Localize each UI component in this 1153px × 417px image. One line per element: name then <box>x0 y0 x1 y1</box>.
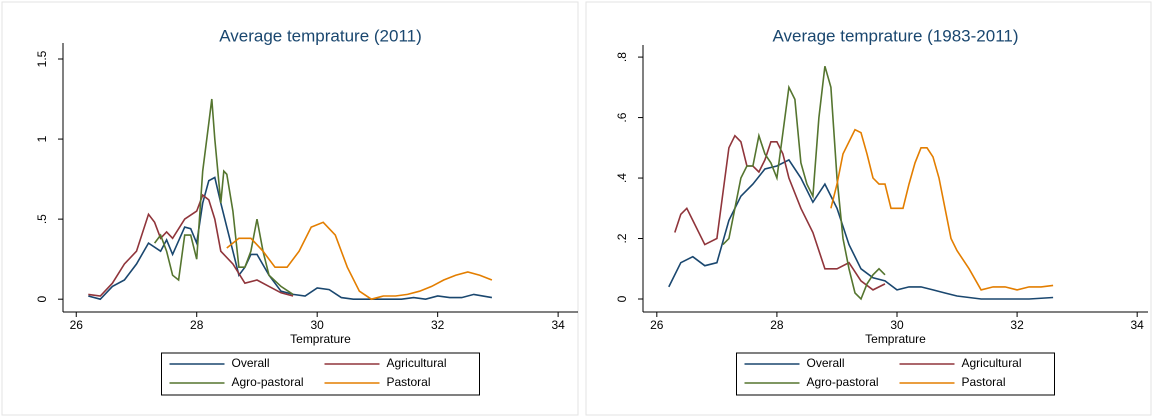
y-tick-label: 0 <box>615 295 629 302</box>
legend-label: Agro-pastoral <box>807 375 879 389</box>
x-axis-label: Temprature <box>865 332 926 346</box>
x-tick-label: 28 <box>770 318 784 332</box>
legend-box <box>736 352 1055 396</box>
line-series <box>153 98 294 296</box>
x-tick-label: 34 <box>1131 318 1145 332</box>
y-tick-label: 1 <box>35 135 49 142</box>
panel <box>585 1 1152 416</box>
line-series <box>722 65 886 301</box>
legend-box <box>161 352 480 396</box>
y-tick-label: .8 <box>615 52 629 62</box>
line-series <box>668 158 1054 300</box>
x-tick-label: 26 <box>70 318 84 332</box>
line-series <box>830 128 1054 291</box>
legend-label: Pastoral <box>387 375 431 389</box>
y-tick-label: .4 <box>615 173 629 183</box>
legend-label: Overall <box>807 356 845 370</box>
legend-label: Overall <box>232 356 270 370</box>
legend-label: Agricultural <box>387 356 447 370</box>
x-tick-label: 28 <box>190 318 204 332</box>
y-tick-label: 1.5 <box>35 50 49 67</box>
x-tick-label: 34 <box>551 318 565 332</box>
legend-label: Agro-pastoral <box>232 375 304 389</box>
x-tick-label: 26 <box>650 318 664 332</box>
legend-label: Pastoral <box>962 375 1006 389</box>
x-tick-label: 32 <box>1010 318 1024 332</box>
y-tick-label: .6 <box>615 112 629 122</box>
y-tick-label: .2 <box>615 233 629 243</box>
x-tick-label: 30 <box>890 318 904 332</box>
y-tick-label: 0 <box>35 296 49 303</box>
x-axis-label: Temprature <box>290 332 351 346</box>
line-series <box>88 193 294 297</box>
x-tick-label: 30 <box>311 318 325 332</box>
chart-title: Average temprature (2011) <box>219 26 422 45</box>
chart-title: Average temprature (1983-2011) <box>772 26 1018 45</box>
line-series <box>674 134 886 291</box>
panel <box>1 1 579 416</box>
x-tick-label: 32 <box>431 318 445 332</box>
legend-label: Agricultural <box>962 356 1022 370</box>
line-series <box>226 221 493 301</box>
y-tick-label: .5 <box>35 214 49 224</box>
